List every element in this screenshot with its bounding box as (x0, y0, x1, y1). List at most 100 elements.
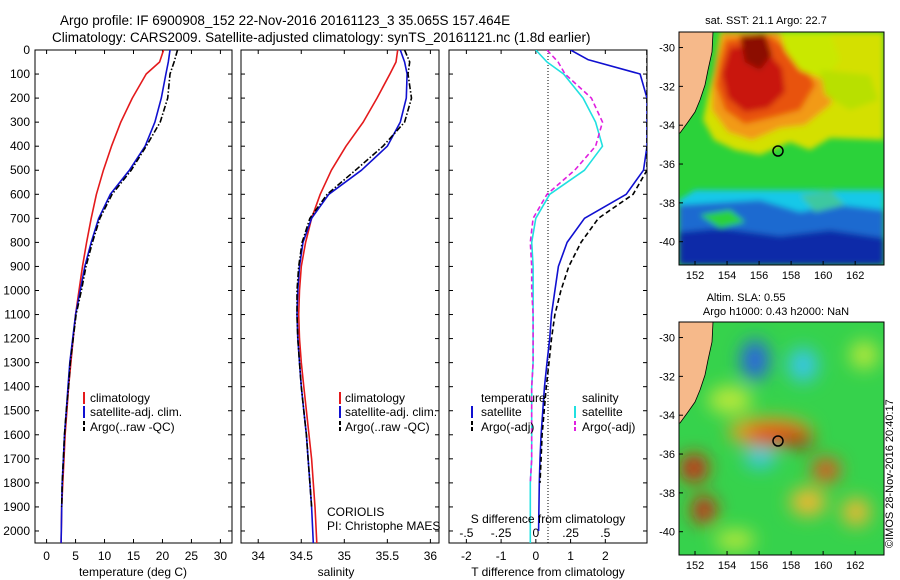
top-tick-label: .25 (562, 526, 579, 540)
series-line-argo-raw-qc (296, 50, 413, 507)
series-line-salinity-argo-adj (529, 50, 604, 483)
temperature-legend: climatology satellite-adj. clim. Argo(..… (83, 391, 182, 434)
map-lat-label: -38 (659, 198, 675, 210)
legend-sal-satellite-label: satellite (582, 405, 623, 419)
series-line-argo-raw-qc (60, 50, 179, 507)
legend-argo-label: Argo(..raw -QC) (90, 420, 175, 434)
map-lon-label: 158 (782, 560, 800, 572)
x-tick-label: -1 (496, 549, 507, 563)
salinity-panel: 34 34.5 35 35.5 36 climatology satellite-adj… (240, 49, 440, 579)
y-tick-label: 1200 (3, 332, 30, 346)
map-lon-label: 160 (814, 270, 832, 282)
map-lon-label: 158 (782, 270, 800, 282)
salinity-lines (296, 50, 413, 543)
sst-map-frame (678, 31, 885, 266)
legend-temperature-header: temperature (481, 391, 546, 405)
y-tick-label: 600 (10, 187, 30, 201)
map-lat-label: -38 (659, 488, 675, 500)
sst-map-panel: sat. SST: 21.1 Argo: 22.7 152 154 156 158 1 (659, 15, 885, 282)
map-lat-label: -30 (659, 43, 675, 55)
map-lat-label: -32 (659, 81, 675, 93)
top-tick-label: -.5 (459, 526, 473, 540)
y-tick-label: 1900 (3, 500, 30, 514)
figure-title-line2: Climatology: CARS2009. Satellite-adjuste… (52, 30, 591, 45)
sla-map-frame (678, 321, 885, 556)
y-tick-label: 1800 (3, 476, 30, 490)
series-line-climatology (60, 50, 165, 543)
x-tick-label: 34 (252, 549, 266, 563)
y-tick-label: 2000 (3, 524, 30, 538)
map-lat-label: -34 (659, 410, 675, 422)
x-tick-label: 35 (338, 549, 352, 563)
imos-credit: ©IMOS 28-Nov-2016 20:40:17 (884, 399, 896, 548)
salinity-ticks: 34 34.5 35 35.5 36 (241, 49, 439, 563)
series-line-temperature-argo-adj (539, 50, 647, 483)
difference-xlabel: T difference from climatology (471, 565, 625, 579)
top-tick-label: .5 (600, 526, 610, 540)
map-lon-label: 154 (718, 560, 736, 572)
x-tick-label: 30 (214, 549, 228, 563)
temperature-xlabel: temperature (deg C) (79, 565, 187, 579)
y-tick-label: 300 (10, 115, 30, 129)
map-lon-label: 162 (846, 560, 864, 572)
y-tick-label: 800 (10, 235, 30, 249)
map-lat-label: -30 (659, 333, 675, 345)
y-tick-label: 1700 (3, 452, 30, 466)
y-tick-label: 1600 (3, 428, 30, 442)
map-lon-label: 152 (686, 560, 704, 572)
legend-climatology-label: climatology (345, 391, 405, 405)
sst-map-image (679, 32, 884, 265)
map-lat-label: -36 (659, 449, 675, 461)
map-lon-label: 162 (846, 270, 864, 282)
temperature-panel: 0 5 10 15 20 25 300100200300400500600700800900… (3, 43, 233, 579)
series-line-satellite-adj-clim (60, 50, 171, 543)
y-tick-label: 1100 (4, 308, 30, 322)
legend-satellite-label: satellite-adj. clim. (90, 405, 182, 419)
pi-annotation: PI: Christophe MAES (327, 519, 440, 533)
x-tick-label: 1 (567, 549, 574, 563)
map-lat-label: -40 (659, 237, 675, 249)
y-tick-label: 1000 (3, 283, 30, 297)
figure-title-line1: Argo profile: IF 6900908_152 22-Nov-2016… (60, 13, 510, 28)
difference-panel: -2 -1 0 1 2 -.5 -.25 0 .25 .5 temperature salinit… (448, 49, 648, 579)
top-tick-label: 0 (532, 526, 539, 540)
x-tick-label: 10 (98, 549, 112, 563)
sst-map-title: sat. SST: 21.1 Argo: 22.7 (705, 15, 827, 27)
legend-temp-satellite-label: satellite (481, 405, 522, 419)
temperature-lines (60, 50, 179, 543)
y-tick-label: 100 (10, 67, 30, 81)
map-lat-label: -36 (659, 159, 675, 171)
y-tick-label: 500 (10, 163, 30, 177)
salinity-axes-frame (240, 49, 440, 544)
x-tick-label: 25 (185, 549, 199, 563)
top-tick-label: -.25 (491, 526, 512, 540)
x-tick-label: 35.5 (376, 549, 400, 563)
salinity-xlabel: salinity (318, 565, 355, 579)
coriolis-annotation: CORIOLIS (327, 505, 384, 519)
x-tick-label: 15 (127, 549, 141, 563)
map-lon-label: 154 (718, 270, 736, 282)
map-lat-label: -34 (659, 120, 675, 132)
map-lon-label: 156 (750, 270, 768, 282)
x-tick-label: 36 (424, 549, 438, 563)
sst-map-ticks: 152 154 156 158 160 162 -30 -32 -34 -36 -38 -40 (659, 43, 864, 282)
x-tick-label: 0 (43, 549, 50, 563)
difference-top-xlabel: S difference from climatology (471, 512, 626, 526)
x-tick-label: 5 (72, 549, 79, 563)
legend-sal-argo-label: Argo(-adj) (582, 420, 635, 434)
y-tick-label: 1500 (3, 404, 30, 418)
x-tick-label: 0 (532, 549, 539, 563)
salinity-legend: climatology satellite-adj. clim. Argo(..… (339, 391, 437, 434)
difference-legend: temperature salinity satellite Argo(-adj… (471, 391, 635, 434)
y-tick-label: 900 (10, 259, 30, 273)
argo-location-marker (772, 435, 784, 447)
sla-map-subtitle: Argo h1000: 0.43 h2000: NaN (703, 306, 849, 318)
map-lon-label: 156 (750, 560, 768, 572)
legend-argo-label: Argo(..raw -QC) (345, 420, 430, 434)
sla-map-title: Altim. SLA: 0.55 (707, 292, 786, 304)
difference-lines (529, 50, 647, 543)
x-tick-label: -2 (461, 549, 472, 563)
x-tick-label: 34.5 (290, 549, 314, 563)
sla-map-ticks: 152 154 156 158 160 162 -30 -32 -34 -36 -38 -40 (659, 333, 864, 572)
sla-map-panel: Altim. SLA: 0.55 Argo h1000: 0.43 h2000:… (659, 292, 885, 572)
